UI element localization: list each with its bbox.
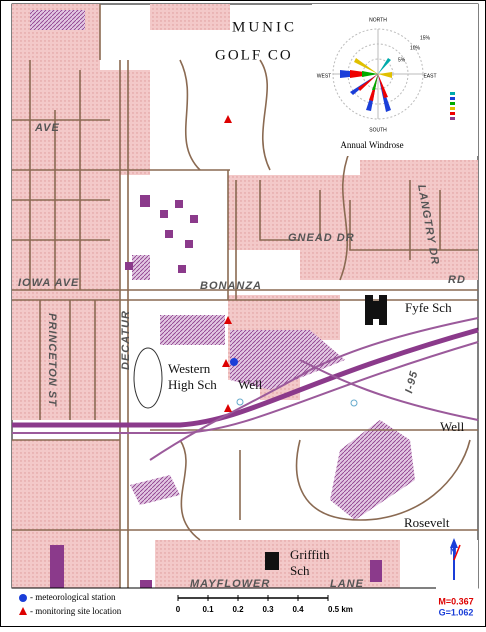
north-label: N bbox=[450, 546, 457, 556]
direction-label: SOUTH bbox=[369, 127, 387, 133]
windrose-title: Annual Windrose bbox=[340, 140, 403, 150]
place-label: Well bbox=[238, 377, 263, 392]
place-label: Fyfe Sch bbox=[405, 300, 452, 315]
scale-label: 0.1 bbox=[202, 605, 214, 614]
place-label: Sch bbox=[290, 563, 310, 578]
place-label: Well bbox=[440, 419, 465, 434]
place-label: Rosevelt bbox=[404, 515, 450, 530]
ring-label: 15% bbox=[420, 35, 431, 41]
street-label: MAYFLOWER bbox=[190, 578, 270, 590]
direction-label: EAST bbox=[423, 73, 436, 79]
direction-label: NORTH bbox=[369, 17, 387, 23]
scale-label: 0.3 bbox=[262, 605, 274, 614]
place-label: GOLF CO bbox=[215, 47, 293, 63]
scale-label: 0.4 bbox=[292, 605, 304, 614]
place-label: Griffith bbox=[290, 547, 330, 562]
street-label: DECATUR bbox=[120, 310, 132, 370]
street-label: LANE bbox=[330, 578, 364, 590]
scale-bar: 0 0.1 0.2 0.3 0.4 0.5 km bbox=[176, 595, 353, 614]
windrose-petals bbox=[340, 58, 392, 112]
windrose: NORTH SOUTH WEST EAST 15% 10% 5% Annual … bbox=[312, 4, 478, 156]
street-label: I-95 bbox=[403, 369, 421, 394]
place-label: MUNIC bbox=[232, 19, 297, 35]
ring-label: 10% bbox=[410, 45, 421, 51]
scale-label: 0.5 km bbox=[328, 605, 353, 614]
street-label: RD bbox=[448, 274, 466, 286]
declination-label: G=1.062 bbox=[439, 607, 474, 617]
place-label: Western bbox=[168, 361, 211, 376]
street-label: IOWA AVE bbox=[18, 277, 79, 289]
windrose-key bbox=[450, 92, 455, 120]
street-label: PRINCETON ST bbox=[46, 313, 58, 407]
ring-label: 5% bbox=[398, 57, 406, 63]
legend-label: - meteorological station bbox=[30, 592, 116, 602]
scale-label: 0.2 bbox=[232, 605, 244, 614]
declination-label: M=0.367 bbox=[438, 596, 473, 606]
legend: - meteorological station - monitoring si… bbox=[12, 587, 478, 616]
north-arrow: N M=0.367 G=1.062 bbox=[436, 538, 478, 620]
scale-label: 0 bbox=[176, 605, 181, 614]
street-label: AVE bbox=[34, 122, 60, 134]
street-label: GNEAD DR bbox=[288, 232, 355, 244]
street-label: BONANZA bbox=[200, 280, 262, 292]
place-label: High Sch bbox=[168, 377, 217, 392]
legend-label: - monitoring site location bbox=[30, 606, 122, 616]
direction-label: WEST bbox=[317, 73, 331, 79]
